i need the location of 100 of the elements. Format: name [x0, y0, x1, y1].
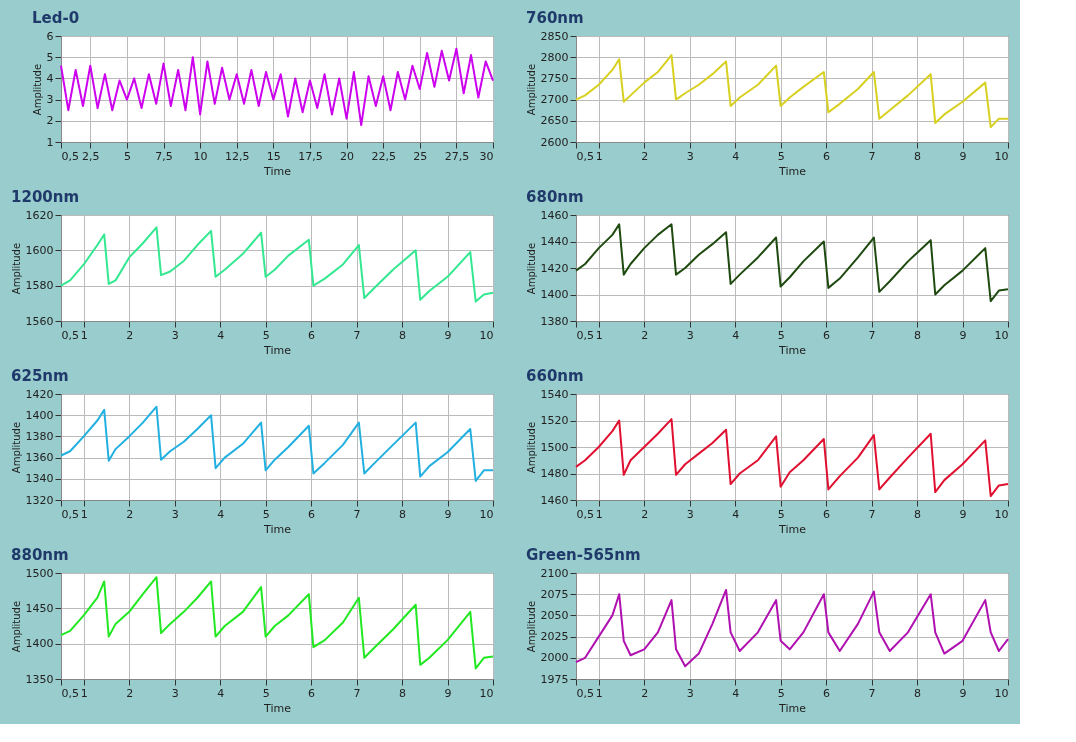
- y-tick-label: 2700: [540, 93, 569, 107]
- x-tick-label: 8: [914, 149, 922, 163]
- x-tick-label: 1: [80, 507, 88, 521]
- y-tick-label: 1560: [25, 314, 54, 328]
- y-axis-title: Amplitude: [525, 242, 537, 295]
- y-tick-label: 2600: [540, 135, 569, 149]
- y-tick-label: 1340: [25, 472, 54, 486]
- x-tick-label: 0,5: [576, 149, 594, 163]
- x-tick-label: 6: [823, 686, 831, 700]
- x-tick-label: 10: [479, 507, 494, 521]
- x-tick-label: 7,5: [155, 149, 173, 163]
- x-tick-label: 9: [959, 507, 967, 521]
- x-axis-title: Time: [778, 522, 807, 536]
- x-tick-label: 5: [777, 328, 785, 342]
- x-tick-label: 2: [126, 686, 134, 700]
- y-tick-label: 3: [46, 93, 54, 107]
- x-tick-label: 8: [399, 328, 407, 342]
- y-axis-title: Amplitude: [10, 421, 22, 474]
- x-tick-label: 6: [308, 686, 316, 700]
- x-tick-label: 4: [732, 507, 740, 521]
- x-tick-label: 6: [823, 149, 831, 163]
- x-tick-label: 7: [353, 507, 361, 521]
- y-tick-label: 2800: [540, 50, 569, 64]
- x-tick-label: 3: [686, 328, 694, 342]
- y-tick-label: 2100: [540, 566, 569, 580]
- x-tick-label: 5: [777, 149, 785, 163]
- x-tick-label: 5: [262, 507, 270, 521]
- x-tick-label: 6: [823, 507, 831, 521]
- x-tick-label: 9: [444, 686, 452, 700]
- y-tick-label: 1380: [540, 314, 569, 328]
- x-tick-label: 7: [868, 686, 876, 700]
- x-tick-label: 0,5: [61, 507, 79, 521]
- y-tick-label: 2850: [540, 29, 569, 43]
- line-series: [60, 226, 494, 303]
- line-series: [60, 47, 494, 127]
- x-tick-label: 0,5: [576, 328, 594, 342]
- y-tick-label: 5: [46, 50, 54, 64]
- y-tick-label: 1400: [25, 408, 54, 422]
- y-tick-label: 1420: [540, 261, 569, 275]
- x-tick-label: 2: [641, 149, 649, 163]
- x-tick-label: 7: [868, 149, 876, 163]
- x-tick-label: 9: [444, 328, 452, 342]
- x-tick-label: 17,5: [298, 149, 323, 163]
- y-tick-label: 1400: [540, 288, 569, 301]
- x-tick-label: 6: [308, 328, 316, 342]
- y-tick-label: 1520: [540, 414, 569, 427]
- x-tick-label: 20: [340, 149, 355, 163]
- x-tick-label: 5: [777, 507, 785, 521]
- x-tick-label: 0,5: [61, 149, 79, 163]
- x-tick-label: 9: [444, 507, 452, 521]
- x-tick-label: 7: [868, 328, 876, 342]
- x-tick-label: 1: [595, 686, 603, 700]
- x-tick-label: 7: [868, 507, 876, 521]
- line-series: [575, 588, 1009, 668]
- x-tick-label: 1: [595, 149, 603, 163]
- y-tick-label: 1600: [25, 243, 54, 257]
- x-tick-label: 8: [914, 686, 922, 700]
- y-tick-label: 2025: [540, 630, 569, 644]
- x-axis-title: Time: [263, 343, 292, 357]
- x-tick-label: 4: [732, 686, 740, 700]
- x-tick-label: 2: [641, 507, 649, 521]
- y-tick-label: 1500: [540, 440, 569, 454]
- chart-title: 760nm: [526, 9, 584, 27]
- x-tick-label: 3: [171, 328, 179, 342]
- x-tick-label: 4: [732, 328, 740, 342]
- y-tick-label: 1580: [25, 279, 54, 293]
- x-tick-label: 2: [641, 686, 649, 700]
- x-tick-label: 10: [994, 686, 1009, 700]
- x-tick-label: 22,5: [371, 149, 396, 163]
- y-tick-label: 1975: [540, 672, 569, 686]
- x-tick-label: 4: [732, 149, 740, 163]
- y-axis-title: Amplitude: [525, 63, 537, 116]
- chart-title: Led-0: [32, 9, 80, 27]
- x-tick-label: 27,5: [444, 149, 470, 163]
- x-tick-label: 1: [80, 686, 88, 700]
- x-tick-label: 25: [413, 149, 428, 163]
- x-tick-label: 6: [823, 328, 831, 342]
- y-tick-label: 1450: [25, 601, 54, 615]
- x-tick-label: 0,5: [61, 686, 79, 700]
- y-tick-label: 2650: [540, 114, 569, 128]
- x-tick-label: 2: [126, 507, 134, 521]
- x-axis-title: Time: [778, 701, 807, 715]
- y-tick-label: 2000: [540, 651, 569, 665]
- x-tick-label: 1: [80, 328, 88, 342]
- line-series: [60, 405, 494, 482]
- x-tick-label: 0,5: [576, 507, 594, 521]
- y-tick-label: 1480: [540, 467, 569, 480]
- x-tick-label: 2,5: [82, 149, 100, 163]
- x-tick-label: 10: [994, 507, 1009, 521]
- y-tick-label: 2075: [540, 587, 569, 601]
- line-series: [575, 223, 1009, 303]
- y-tick-label: 2: [46, 114, 54, 128]
- chart-title: Green-565nm: [526, 546, 641, 564]
- x-axis-title: Time: [263, 701, 292, 715]
- x-tick-label: 10: [479, 686, 494, 700]
- x-tick-label: 8: [914, 328, 922, 342]
- x-tick-label: 9: [959, 149, 967, 163]
- x-tick-label: 8: [399, 507, 407, 521]
- x-tick-label: 5: [123, 149, 131, 163]
- x-tick-label: 8: [399, 686, 407, 700]
